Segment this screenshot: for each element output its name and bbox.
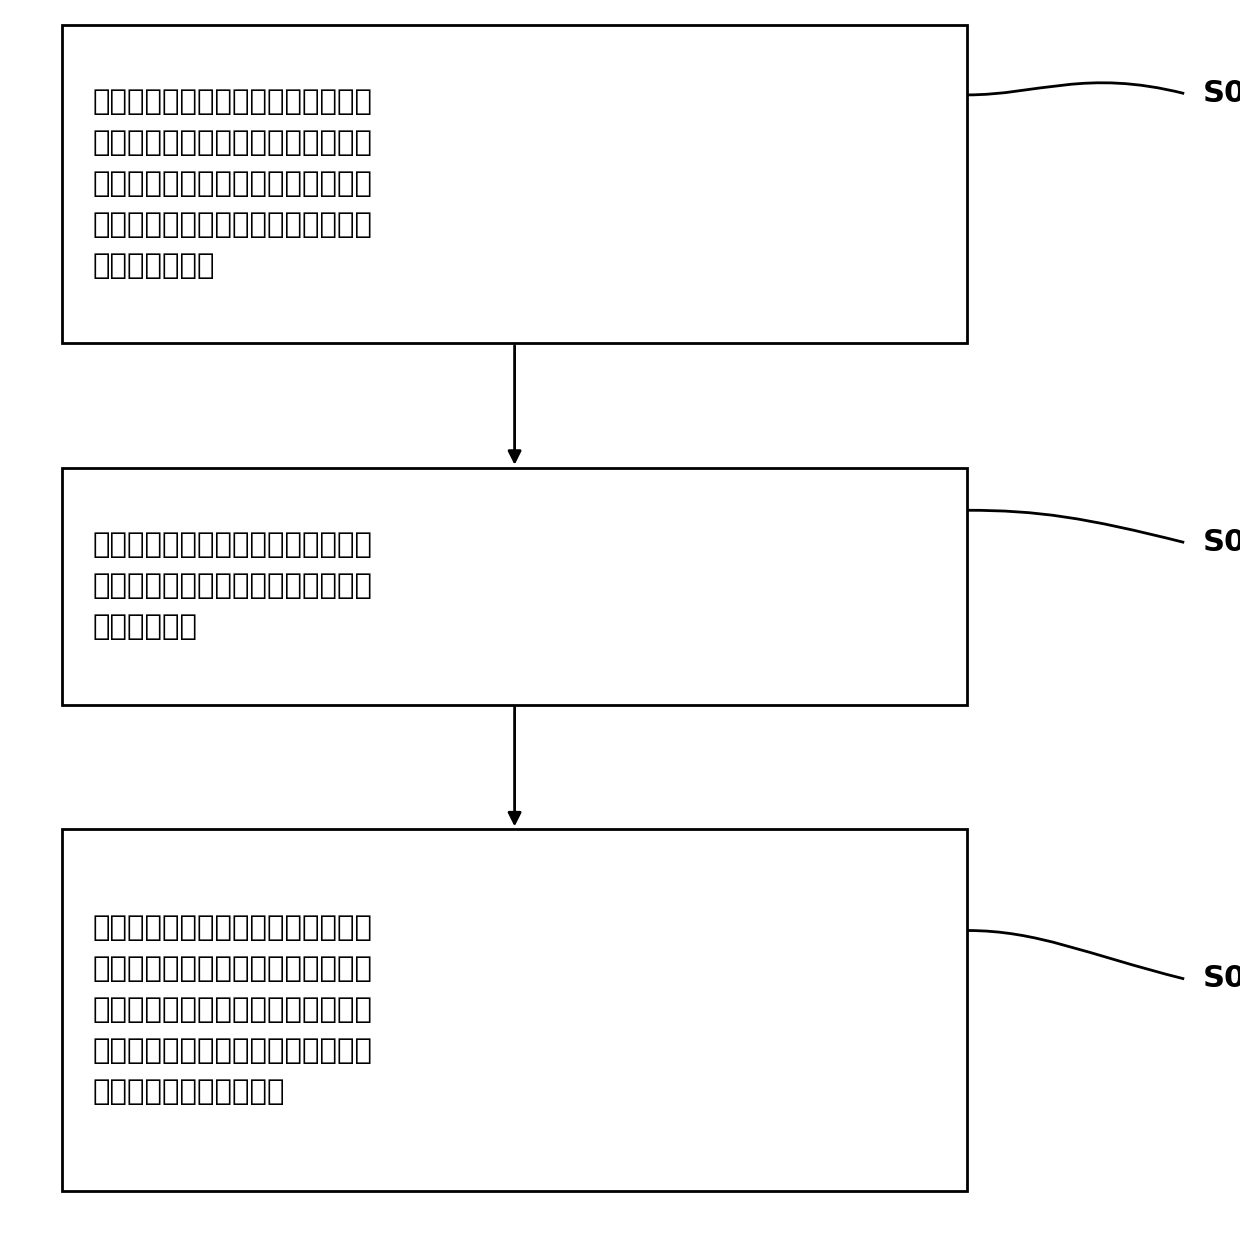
Text: S01: S01 (1203, 79, 1240, 108)
Text: 当所述差值超过预设差值时，所述控
制器根据所述差值调整所述瞬时油耗
仪的所述瞬时油耗值，以得到一显示
瞬时油耗值并将所述显示瞬时油耗值
显示在所述瞬态油耗仪上: 当所述差值超过预设差值时，所述控 制器根据所述差值调整所述瞬时油耗 仪的所述瞬时… (93, 914, 373, 1106)
FancyBboxPatch shape (62, 25, 967, 343)
FancyBboxPatch shape (62, 829, 967, 1191)
Text: 通过所述控制器获取预设时间段内瞬
态油耗仪所有的瞬时油耗值，同时通
过所述电子秤称量所述预设时间段内
流经所述瞬态油耗仪并从所述电磁阀
落下的总耗油量: 通过所述控制器获取预设时间段内瞬 态油耗仪所有的瞬时油耗值，同时通 过所述电子秤… (93, 87, 373, 281)
Text: 通过所述控制器计算所有的瞬时油耗
值的总和所对应的油耗总量与所述总
耗油量的差值: 通过所述控制器计算所有的瞬时油耗 值的总和所对应的油耗总量与所述总 耗油量的差值 (93, 531, 373, 641)
Text: S03: S03 (1203, 964, 1240, 994)
FancyBboxPatch shape (62, 468, 967, 705)
Text: S02: S02 (1203, 527, 1240, 557)
